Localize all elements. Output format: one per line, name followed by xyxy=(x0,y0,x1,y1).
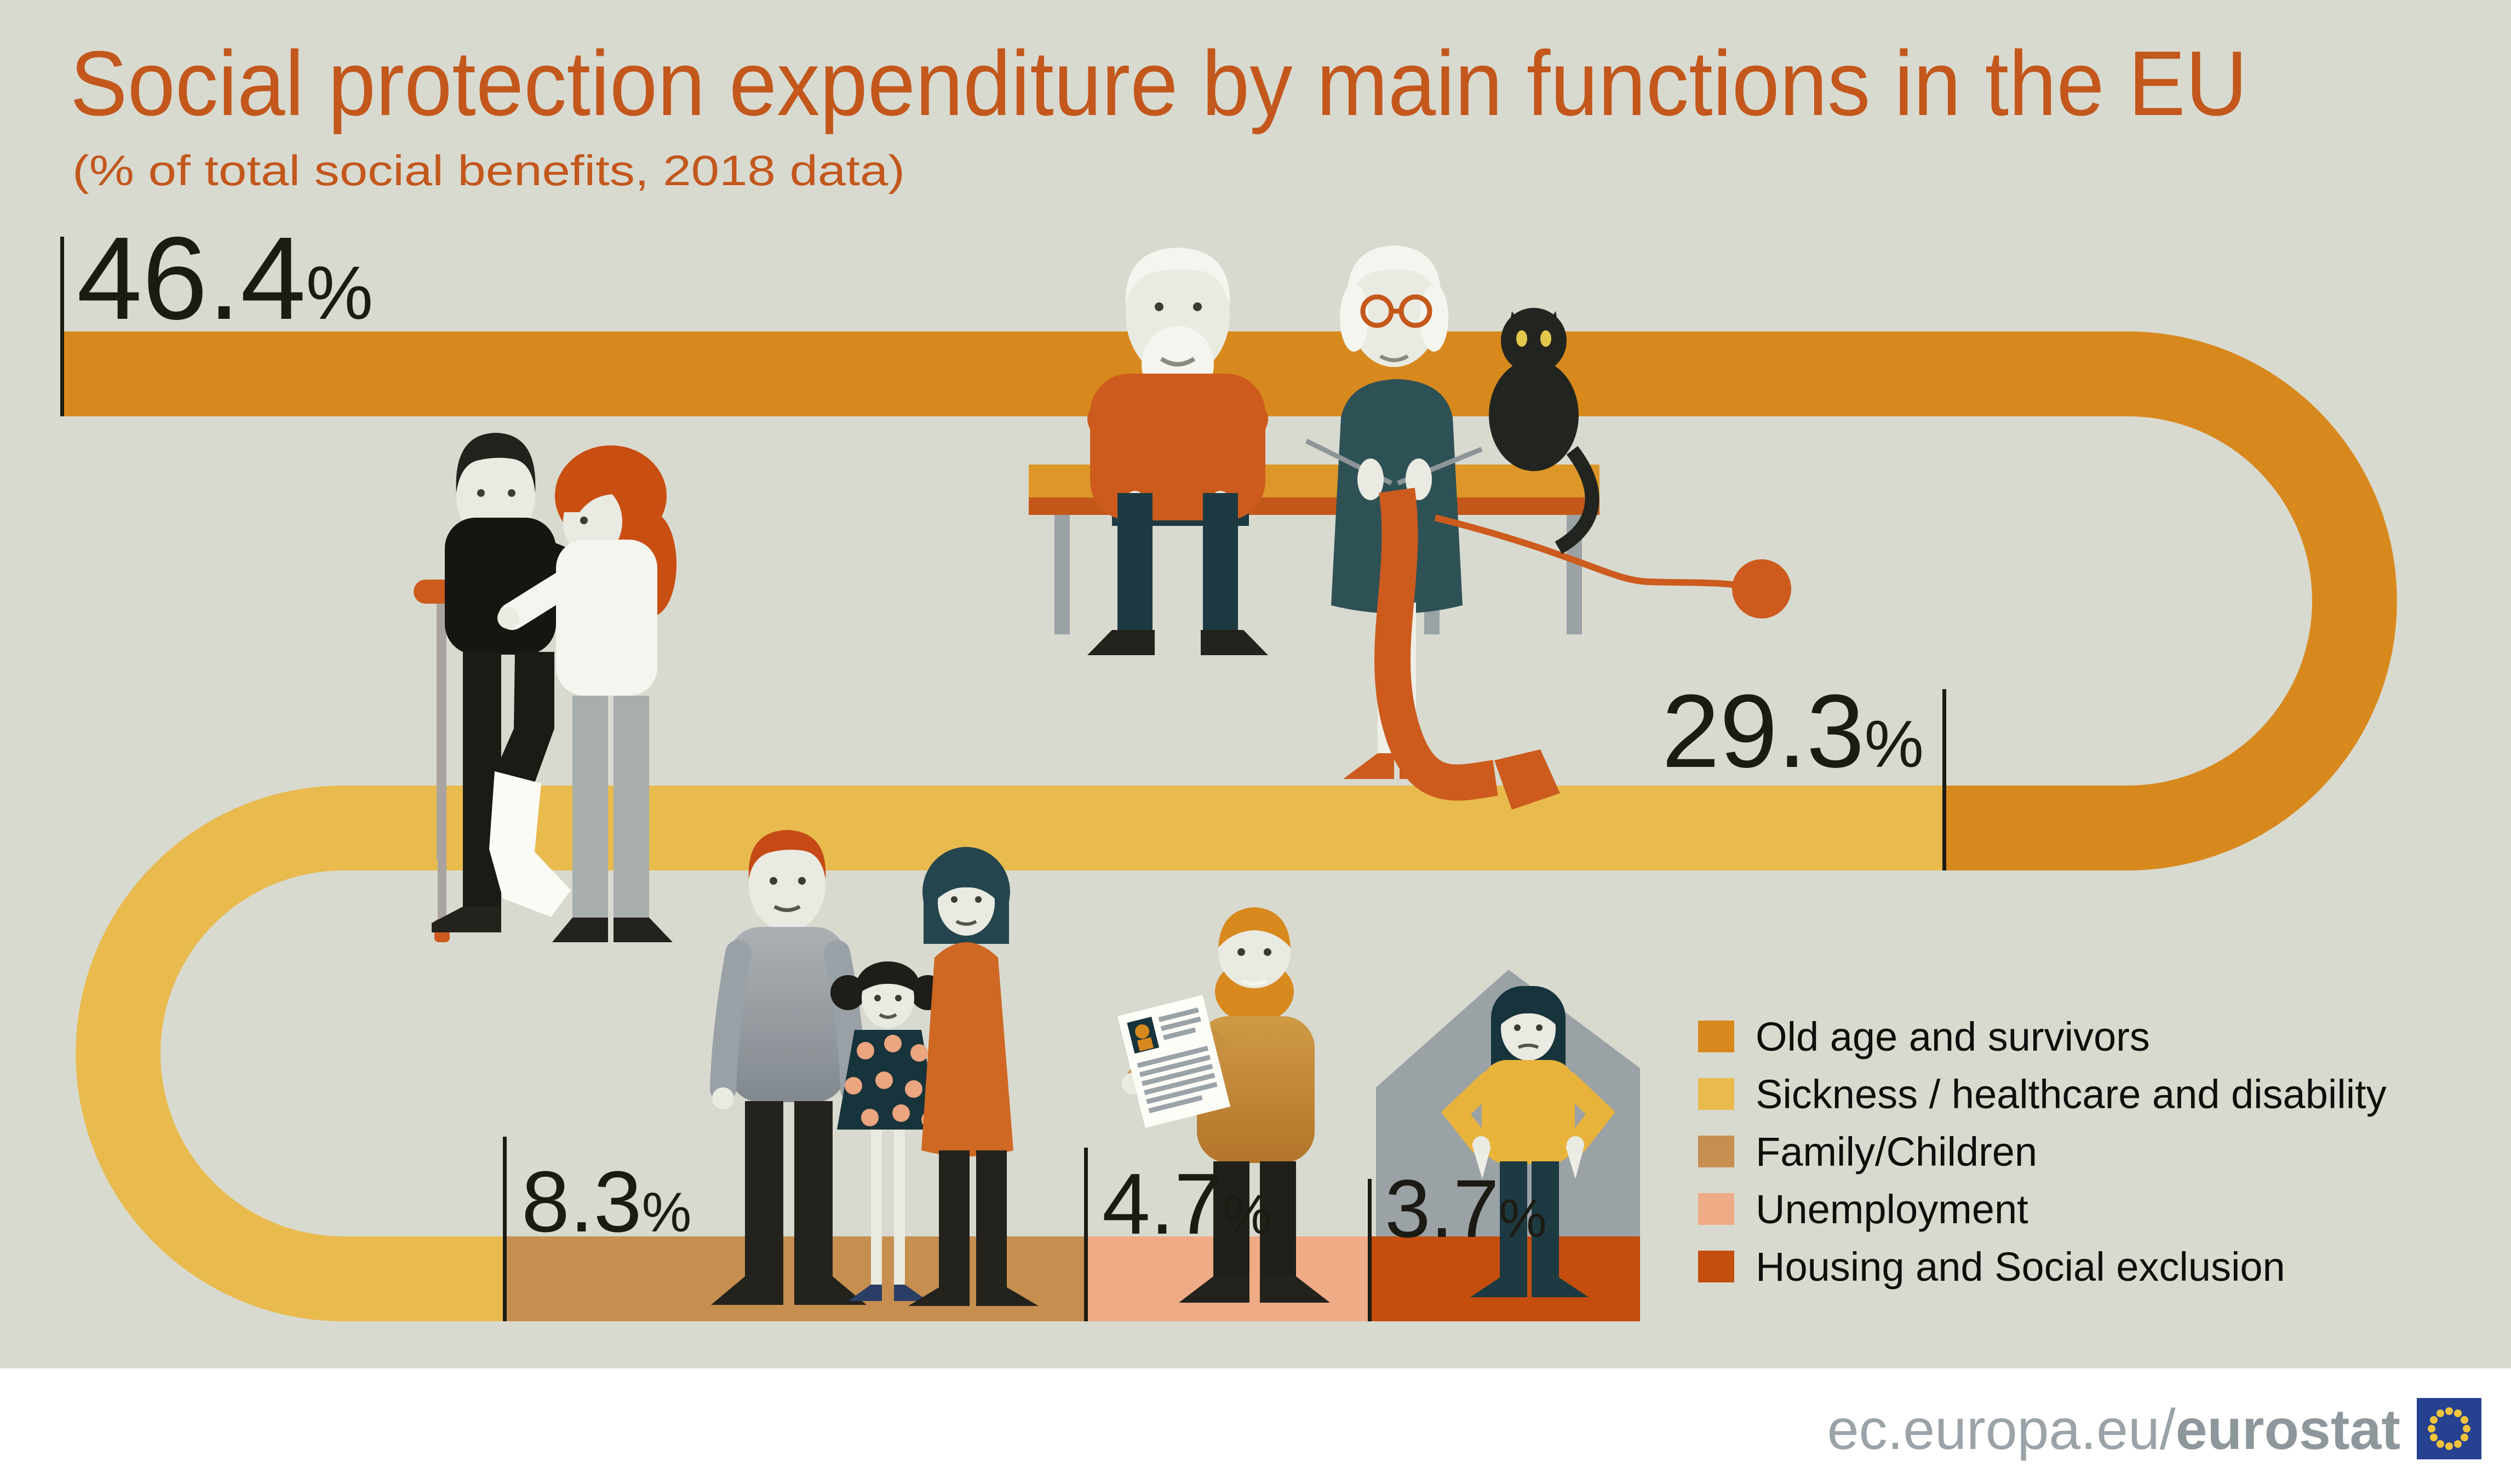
legend-label: Sickness / healthcare and disability xyxy=(1756,1072,2387,1117)
value-labels: 46.4% 29.3% 8.3% 4.7% 3.7% xyxy=(77,212,1924,1254)
label-unemployment: 4.7% xyxy=(1102,1156,1272,1252)
yarn-ball xyxy=(1732,559,1791,618)
knitted-scarf xyxy=(1374,488,1498,801)
segment-old-age-tail xyxy=(1944,786,2128,870)
empty-pocket-left xyxy=(1472,1146,1491,1179)
empty-pocket-right xyxy=(1566,1146,1584,1179)
cv-document xyxy=(1117,995,1231,1128)
footer-bar xyxy=(0,1368,2511,1484)
cat-icon xyxy=(1489,308,1600,554)
label-family: 8.3% xyxy=(521,1154,691,1250)
eu-flag-icon xyxy=(2417,1398,2481,1459)
label-housing: 3.7% xyxy=(1385,1162,1547,1254)
cv-man-sweater xyxy=(1197,1016,1315,1163)
mother-coat xyxy=(921,942,1013,1156)
legend-label: Unemployment xyxy=(1756,1187,2028,1232)
divider-unemployment xyxy=(1084,1148,1088,1321)
leg-cast xyxy=(489,771,571,917)
segment-sickness-curve xyxy=(76,786,343,1321)
legend-label: Housing and Social exclusion xyxy=(1756,1244,2285,1290)
legend-swatch-sickness xyxy=(1698,1078,1734,1110)
page-title: Social protection expenditure by main fu… xyxy=(70,32,2248,135)
daughter xyxy=(830,961,945,1301)
legend-item-housing: Housing and Social exclusion xyxy=(1698,1244,2285,1290)
legend-swatch-housing xyxy=(1698,1251,1734,1282)
legend-label: Old age and survivors xyxy=(1756,1014,2150,1059)
divider-sickness xyxy=(1942,689,1946,870)
divider-family xyxy=(503,1137,507,1321)
legend-swatch-old-age xyxy=(1698,1021,1734,1052)
divider-housing xyxy=(1368,1179,1372,1321)
housing-woman-sweater xyxy=(1482,1060,1575,1164)
illustration-housing-woman xyxy=(1441,986,1615,1297)
father-head xyxy=(749,838,825,931)
yarn-thread xyxy=(1434,514,1763,592)
divider-old-age xyxy=(60,237,64,416)
mother xyxy=(908,847,1039,1306)
illustration-elderly-couple xyxy=(1029,245,1791,810)
label-sickness: 29.3% xyxy=(1662,673,1924,789)
footer-url: ec.europa.eu/eurostat xyxy=(1827,1398,2400,1462)
legend-item-family: Family/Children xyxy=(1698,1129,2037,1174)
illustration-injured-man-nurse xyxy=(414,433,677,942)
legend: Old age and survivors Sickness / healthc… xyxy=(1698,1014,2387,1290)
legend-item-old-age: Old age and survivors xyxy=(1698,1014,2150,1059)
injured-man xyxy=(432,433,622,932)
segment-sickness-tail xyxy=(343,1236,505,1321)
illustration-family xyxy=(710,830,1039,1306)
legend-swatch-family xyxy=(1698,1136,1734,1167)
page-subtitle: (% of total social benefits, 2018 data) xyxy=(72,146,905,194)
nurse xyxy=(497,445,677,942)
segment-sickness xyxy=(343,786,1944,870)
old-man xyxy=(1087,248,1268,655)
nurse-tunic xyxy=(556,540,657,696)
father-sweater xyxy=(729,927,846,1102)
old-woman xyxy=(1305,245,1791,810)
legend-item-unemployment: Unemployment xyxy=(1698,1187,2028,1232)
segment-old-age-curve xyxy=(2128,331,2397,870)
legend-label: Family/Children xyxy=(1756,1129,2037,1174)
dividers xyxy=(60,237,1946,1321)
legend-item-sickness: Sickness / healthcare and disability xyxy=(1698,1072,2387,1117)
label-old-age: 46.4% xyxy=(77,212,373,344)
footer: ec.europa.eu/eurostat xyxy=(0,1368,2511,1484)
father xyxy=(710,830,867,1305)
illustration-man-with-cv xyxy=(1117,907,1330,1303)
legend-swatch-unemployment xyxy=(1698,1193,1734,1225)
